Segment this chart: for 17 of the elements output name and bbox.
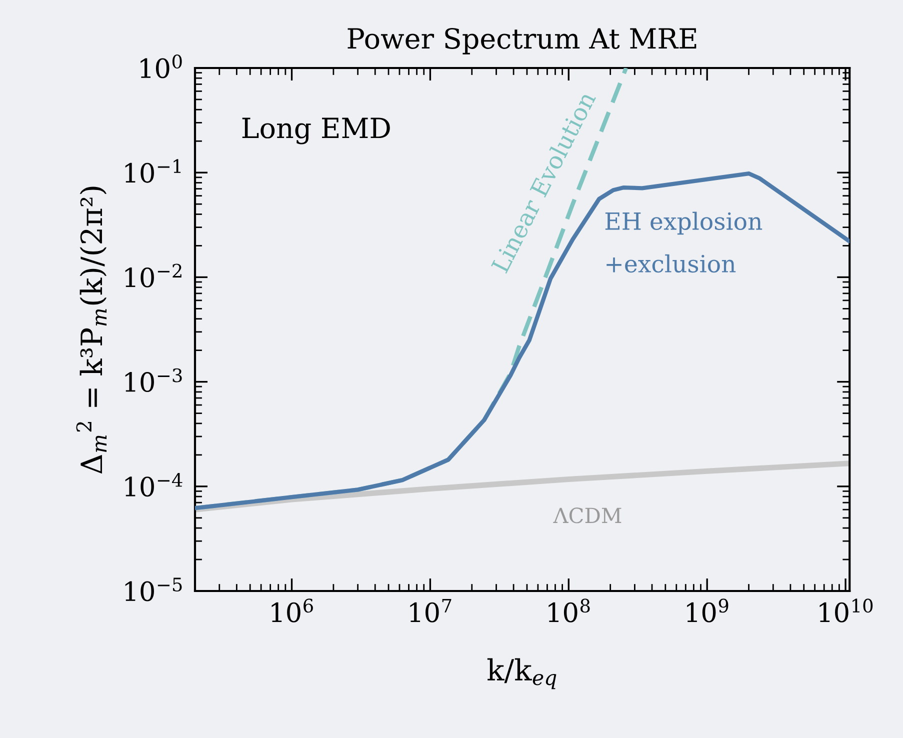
y-tick-label: 10$^{−4}$ [125,472,182,497]
chart-title: Power Spectrum At MRE [348,28,696,54]
x-tick-label: 10$^{6}$ [272,598,313,622]
x-tick-label: 10$^{8}$ [548,598,590,622]
series-label: ΛCDM [553,508,622,524]
y-tick-label: 10$^{−3}$ [125,368,182,392]
annotation: Long EMD [242,118,390,144]
x-tick-label: 10$^{7}$ [410,598,452,622]
y-tick-label: 10$^{−1}$ [125,159,181,183]
x-axis-title: k/k$_{eq}$ [487,658,556,690]
y-tick-label: 10$^{−2}$ [125,264,182,288]
series-label: EH explosion +exclusion [605,212,762,273]
y-tick-label: 10$^{−5}$ [125,578,182,602]
x-tick-label: 10$^{9}$ [687,598,728,622]
y-tick-label: 10$^{0}$ [140,54,182,78]
x-tick-label: 10$^{10}$ [820,598,873,622]
y-axis-title: Δ$_{m}$$^{2}$ = k³P$_{m}$(k)/(2π²) [76,186,107,474]
